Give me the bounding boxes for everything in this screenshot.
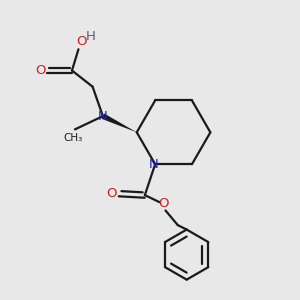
Text: O: O: [158, 197, 168, 211]
Text: H: H: [86, 30, 96, 43]
Text: N: N: [98, 110, 108, 123]
Text: N: N: [149, 158, 159, 171]
Text: O: O: [35, 64, 46, 77]
Polygon shape: [102, 113, 137, 132]
Text: O: O: [76, 34, 87, 48]
Text: O: O: [106, 187, 117, 200]
Text: CH₃: CH₃: [63, 133, 82, 142]
